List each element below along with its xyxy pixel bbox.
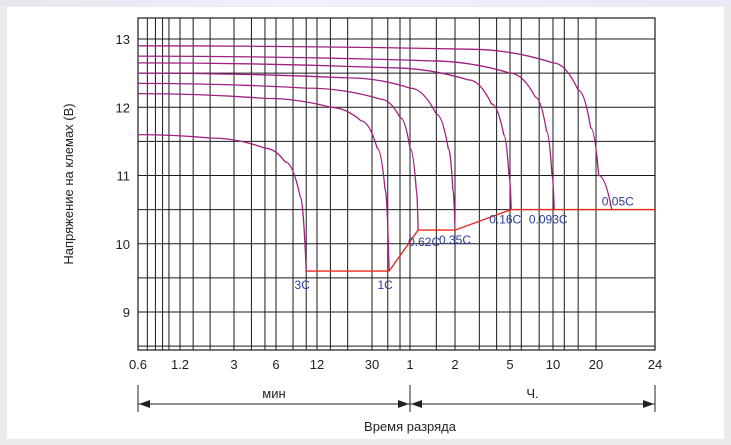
arrow-right [643, 400, 654, 408]
x-tick-label: 0.6 [129, 357, 147, 372]
curve-label: 0.093C [529, 213, 568, 227]
curve-label: 3C [295, 278, 311, 292]
curve-label: 0.16C [489, 213, 521, 227]
arrow-left [139, 400, 150, 408]
x-tick-label: 12 [310, 357, 324, 372]
curve-label: 0.05C [602, 195, 634, 209]
top-strip [0, 0, 731, 6]
y-axis-label: Напряжение на клемах (В) [61, 103, 76, 264]
x-tick-label: 1.2 [171, 357, 189, 372]
discharge-curve [137, 45, 613, 210]
grid [137, 17, 656, 351]
discharge-curve [137, 92, 390, 272]
minutes-label: мин [262, 386, 285, 401]
discharge-curve [137, 55, 555, 210]
curve-label: 0.35C [439, 233, 471, 247]
x-tick-label: 3 [230, 357, 237, 372]
x-tick-label: 10 [546, 357, 560, 372]
y-tick-label: 12 [116, 100, 130, 115]
x-tick-label: 2 [451, 357, 458, 372]
discharge-curve [137, 82, 419, 231]
arrow-middle-right [398, 400, 409, 408]
y-tick-label: 13 [116, 32, 130, 47]
plot-border [137, 17, 656, 351]
x-tick-label: 1 [406, 357, 413, 372]
y-tick-label: 9 [123, 305, 130, 320]
arrow-middle-left [411, 400, 422, 408]
curve-label: 0.62C [408, 235, 440, 249]
curve-label: 1C [377, 278, 393, 292]
x-tick-label: 30 [365, 357, 379, 372]
y-tick-label: 11 [117, 169, 131, 184]
hours-label: Ч. [526, 386, 538, 401]
discharge-curve [137, 133, 307, 272]
discharge-curve [137, 62, 512, 210]
x-axis-label: Время разряда [364, 419, 457, 434]
x-tick-label: 5 [506, 357, 513, 372]
x-tick-label: 6 [272, 357, 279, 372]
x-tick-label: 24 [648, 357, 662, 372]
discharge-curve [137, 72, 456, 231]
x-tick-label: 20 [589, 357, 603, 372]
time-unit-bracket [137, 385, 656, 412]
y-tick-label: 10 [116, 237, 130, 252]
cutoff-voltage-line [306, 208, 655, 272]
discharge-curves [137, 45, 613, 272]
